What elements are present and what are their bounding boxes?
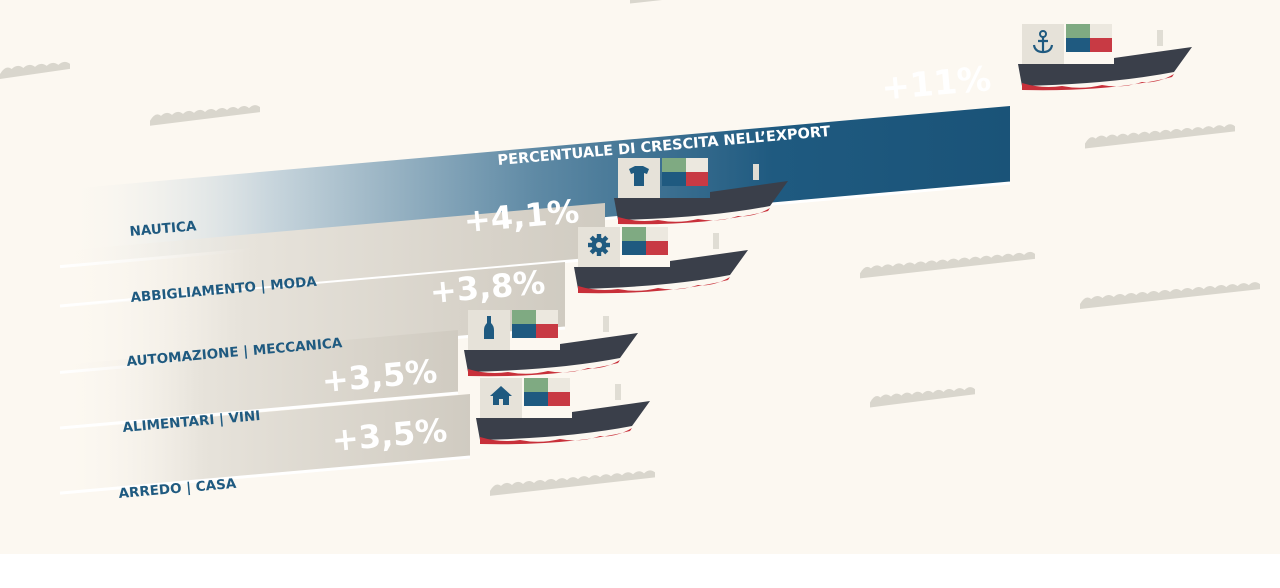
cargo-ship: [1018, 24, 1192, 91]
wave-decoration: [860, 251, 1035, 279]
ship-waterline: [618, 208, 770, 225]
ship-hull: [464, 333, 638, 372]
value-label: +11%: [880, 59, 993, 108]
ships-layer: [464, 24, 1192, 445]
ship-hull: [574, 250, 748, 289]
ship-funnel: [603, 316, 609, 332]
wave-decoration: [150, 105, 260, 126]
container-blue: [662, 172, 686, 186]
container-green: [524, 378, 548, 392]
ship-hull: [476, 401, 650, 440]
container-blue: [1066, 38, 1090, 52]
container-light: [536, 310, 558, 324]
container-blue: [622, 241, 646, 255]
ship-waterline: [578, 277, 730, 294]
bar-arredo-casa: [60, 394, 470, 493]
container-green: [662, 158, 686, 172]
container-light: [548, 378, 570, 392]
background-waves: [0, 0, 1260, 496]
cargo-ship: [574, 227, 748, 294]
ship-funnel: [615, 384, 621, 400]
container-red: [646, 241, 668, 255]
bar-automazione-meccanica: [60, 262, 565, 372]
ship-waterline: [468, 360, 620, 377]
container-red: [686, 172, 708, 186]
bar-abbigliamento-moda: [60, 203, 605, 305]
bar-separator: [59, 391, 459, 430]
house-icon: [490, 386, 512, 405]
container-red: [536, 324, 558, 338]
container-blue: [524, 392, 548, 406]
tshirt-icon: [629, 166, 649, 186]
wave-decoration: [490, 470, 655, 496]
anchor-icon: [1032, 30, 1054, 54]
container-blue: [512, 324, 536, 338]
container-green: [1066, 24, 1090, 38]
container-green: [512, 310, 536, 324]
wave-decoration: [0, 61, 70, 79]
wave-decoration: [1085, 124, 1235, 149]
cargo-ship: [476, 378, 650, 445]
ship-funnel: [713, 233, 719, 249]
wave-decoration: [1080, 282, 1260, 309]
wave-decoration: [630, 0, 663, 4]
ship-hull: [1018, 47, 1192, 86]
ship-waterline: [1022, 74, 1174, 91]
cargo-ship: [614, 158, 788, 225]
gear-icon: [588, 234, 610, 256]
ship-waterline: [480, 428, 632, 445]
cargo-ship: [464, 310, 638, 377]
container-red: [548, 392, 570, 406]
container-red: [1090, 38, 1112, 52]
container-light: [646, 227, 668, 241]
infographic-canvas: +11% +4,1% +3,8% +3,5% +3,5% NAUTICA ABBIGLIAM…: [0, 0, 1280, 554]
wave-decoration: [870, 387, 975, 408]
wine-bottle-icon: [484, 316, 494, 339]
export-growth-chart: +11%+4,1%+3,8%+3,5%+3,5%NAUTICAABBIGLIAM…: [0, 0, 1260, 502]
bar-nautica: [60, 106, 1010, 266]
category-label: NAUTICA: [129, 218, 198, 240]
container-light: [686, 158, 708, 172]
ship-funnel: [753, 164, 759, 180]
bar-separator: [59, 256, 606, 308]
bar-separator: [59, 455, 471, 495]
container-light: [1090, 24, 1112, 38]
bar-alimentari-vini: [60, 330, 458, 428]
bars-layer: [59, 106, 1011, 495]
container-green: [622, 227, 646, 241]
ship-hull: [614, 181, 788, 220]
ship-funnel: [1157, 30, 1163, 46]
